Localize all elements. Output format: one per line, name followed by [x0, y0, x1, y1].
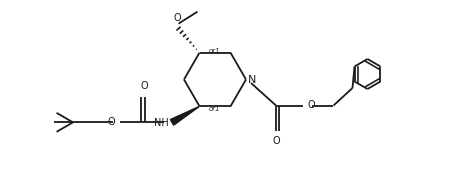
Text: or1: or1 — [208, 48, 220, 54]
Text: O: O — [141, 81, 148, 91]
Text: NH: NH — [154, 118, 169, 128]
Text: O: O — [307, 100, 315, 110]
Polygon shape — [170, 106, 200, 125]
Text: O: O — [108, 117, 115, 127]
Text: N: N — [248, 75, 256, 85]
Text: or1: or1 — [208, 106, 220, 112]
Text: O: O — [174, 13, 181, 23]
Text: O: O — [272, 137, 280, 147]
